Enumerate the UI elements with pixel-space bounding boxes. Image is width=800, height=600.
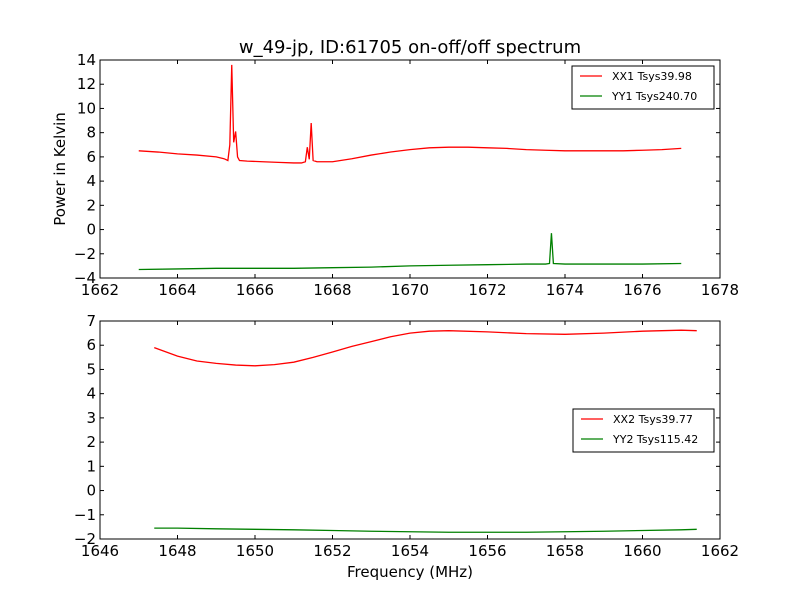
y-tick-label: 4 [86, 385, 96, 403]
series-line-yy1 [138, 233, 682, 271]
y-tick-label: 10 [77, 99, 96, 117]
x-tick-label: 1656 [468, 542, 506, 560]
series-line-xx1 [138, 64, 682, 164]
y-tick-label: 4 [86, 172, 96, 190]
x-tick-label: 1646 [81, 542, 119, 560]
y-tick-label: 6 [86, 148, 96, 166]
y-tick-label: −1 [74, 506, 96, 524]
y-tick-label: 6 [86, 336, 96, 354]
y-tick-label: 2 [86, 433, 96, 451]
y-tick-label: 2 [86, 196, 96, 214]
x-tick-label: 1666 [236, 281, 274, 299]
x-tick-label: 1672 [468, 281, 506, 299]
y-tick-label: 7 [86, 312, 96, 330]
x-tick-label: 1660 [623, 542, 661, 560]
y-tick-label: 14 [77, 51, 96, 69]
top-spectrum-panel: w_49-jp, ID:61705 on-off/off spectrum Po… [51, 37, 739, 299]
y-tick-label: 0 [86, 221, 96, 239]
legend-label: XX2 Tsys39.77 [613, 413, 693, 426]
legend-box [572, 408, 715, 453]
y-tick-label: 8 [86, 124, 96, 142]
x-tick-label: 1654 [391, 542, 429, 560]
x-axis-label: Frequency (MHz) [347, 563, 473, 581]
x-tick-label: 1678 [701, 281, 739, 299]
x-tick-label: 1658 [546, 542, 584, 560]
y-axis-label: Power in Kelvin [51, 112, 69, 226]
series-line-xx2 [154, 329, 697, 367]
y-tick-label: 5 [86, 360, 96, 378]
y-tick-label: −4 [74, 269, 96, 287]
y-tick-label: −2 [74, 245, 96, 263]
legend: XX1 Tsys39.98 YY1 Tsys240.70 [571, 65, 715, 110]
y-tick-label: −2 [74, 530, 96, 548]
x-tick-label: 1662 [81, 281, 119, 299]
y-tick-label: 0 [86, 482, 96, 500]
bottom-spectrum-panel: Frequency (MHz) 1646 1648 1650 1652 1654 1656… [74, 312, 739, 581]
legend-label: XX1 Tsys39.98 [612, 70, 692, 83]
y-tick-label: 1 [86, 457, 96, 475]
y-tick-label: 12 [77, 75, 96, 93]
y-tick-label: 3 [86, 409, 96, 427]
series-line-yy2 [154, 527, 697, 533]
x-tick-label: 1662 [701, 542, 739, 560]
x-tick-label: 1650 [236, 542, 274, 560]
legend: XX2 Tsys39.77 YY2 Tsys115.42 [572, 408, 715, 453]
legend-label: YY2 Tsys115.42 [612, 433, 698, 446]
x-tick-label: 1664 [158, 281, 196, 299]
x-tick-label: 1648 [158, 542, 196, 560]
legend-box [571, 65, 715, 110]
chart-title: w_49-jp, ID:61705 on-off/off spectrum [239, 37, 581, 58]
x-tick-label: 1652 [313, 542, 351, 560]
x-tick-label: 1674 [546, 281, 584, 299]
x-tick-label: 1668 [313, 281, 351, 299]
x-tick-label: 1676 [623, 281, 661, 299]
x-tick-label: 1670 [391, 281, 429, 299]
legend-label: YY1 Tsys240.70 [611, 90, 697, 103]
